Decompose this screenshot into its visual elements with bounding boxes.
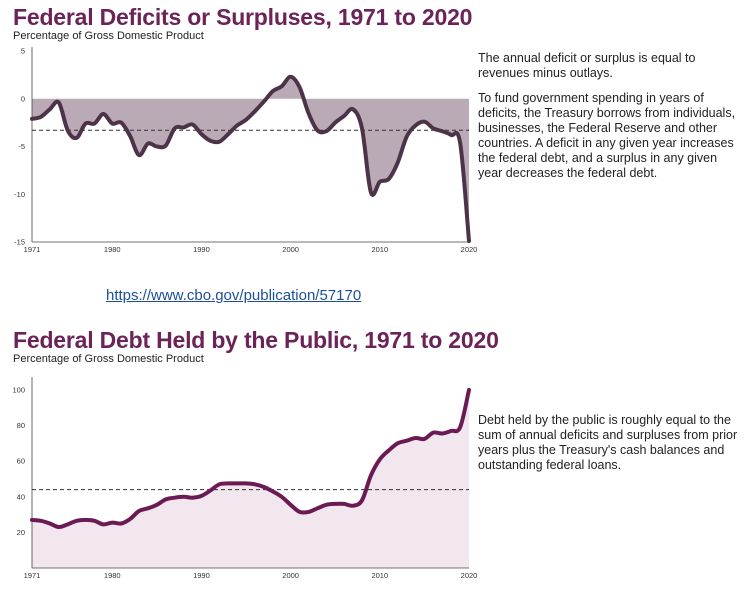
y-tick-label: -10 bbox=[14, 190, 25, 199]
chart1-description-p1: The annual deficit or surplus is equal t… bbox=[478, 51, 696, 80]
x-tick-label: 2010 bbox=[371, 245, 388, 254]
x-tick-label: 2010 bbox=[371, 571, 388, 580]
x-tick-label: 1971 bbox=[24, 245, 41, 254]
x-tick-label: 2020 bbox=[461, 571, 478, 580]
chart1-title: Federal Deficits or Surpluses, 1971 to 2… bbox=[13, 4, 473, 30]
chart2-subtitle: Percentage of Gross Domestic Product bbox=[13, 353, 204, 365]
series-line bbox=[30, 387, 471, 530]
x-tick-label: 1980 bbox=[104, 571, 121, 580]
y-tick-label: 0 bbox=[21, 94, 25, 103]
y-tick-label: -5 bbox=[18, 142, 25, 151]
x-tick-label: 1971 bbox=[24, 571, 41, 580]
y-tick-label: 40 bbox=[17, 492, 25, 501]
chart2-description: Debt held by the public is roughly equal… bbox=[478, 413, 740, 483]
area-fill bbox=[32, 389, 469, 568]
x-tick-label: 2020 bbox=[461, 245, 478, 254]
y-tick-label: 60 bbox=[17, 457, 25, 466]
x-tick-label: 2000 bbox=[282, 245, 299, 254]
chart1-description: The annual deficit or surplus is equal t… bbox=[478, 51, 740, 191]
cbo-publication-link[interactable]: https://www.cbo.gov/publication/57170 bbox=[106, 287, 362, 304]
y-tick-label: 80 bbox=[17, 421, 25, 430]
x-tick-label: 1980 bbox=[104, 245, 121, 254]
y-tick-label: 5 bbox=[21, 47, 25, 56]
chart2-description-p1: Debt held by the public is roughly equal… bbox=[478, 413, 738, 472]
chart2-title: Federal Debt Held by the Public, 1971 to… bbox=[13, 327, 499, 353]
y-tick-label: 20 bbox=[17, 528, 25, 537]
chart1-description-p2: To fund government spending in years of … bbox=[478, 91, 736, 180]
chart1-subtitle: Percentage of Gross Domestic Product bbox=[13, 30, 204, 42]
x-tick-label: 2000 bbox=[282, 571, 299, 580]
x-tick-label: 1990 bbox=[193, 245, 210, 254]
y-tick-label: -15 bbox=[14, 238, 25, 247]
series-line bbox=[30, 74, 471, 243]
y-tick-label: 100 bbox=[12, 385, 25, 394]
x-tick-label: 1990 bbox=[193, 571, 210, 580]
